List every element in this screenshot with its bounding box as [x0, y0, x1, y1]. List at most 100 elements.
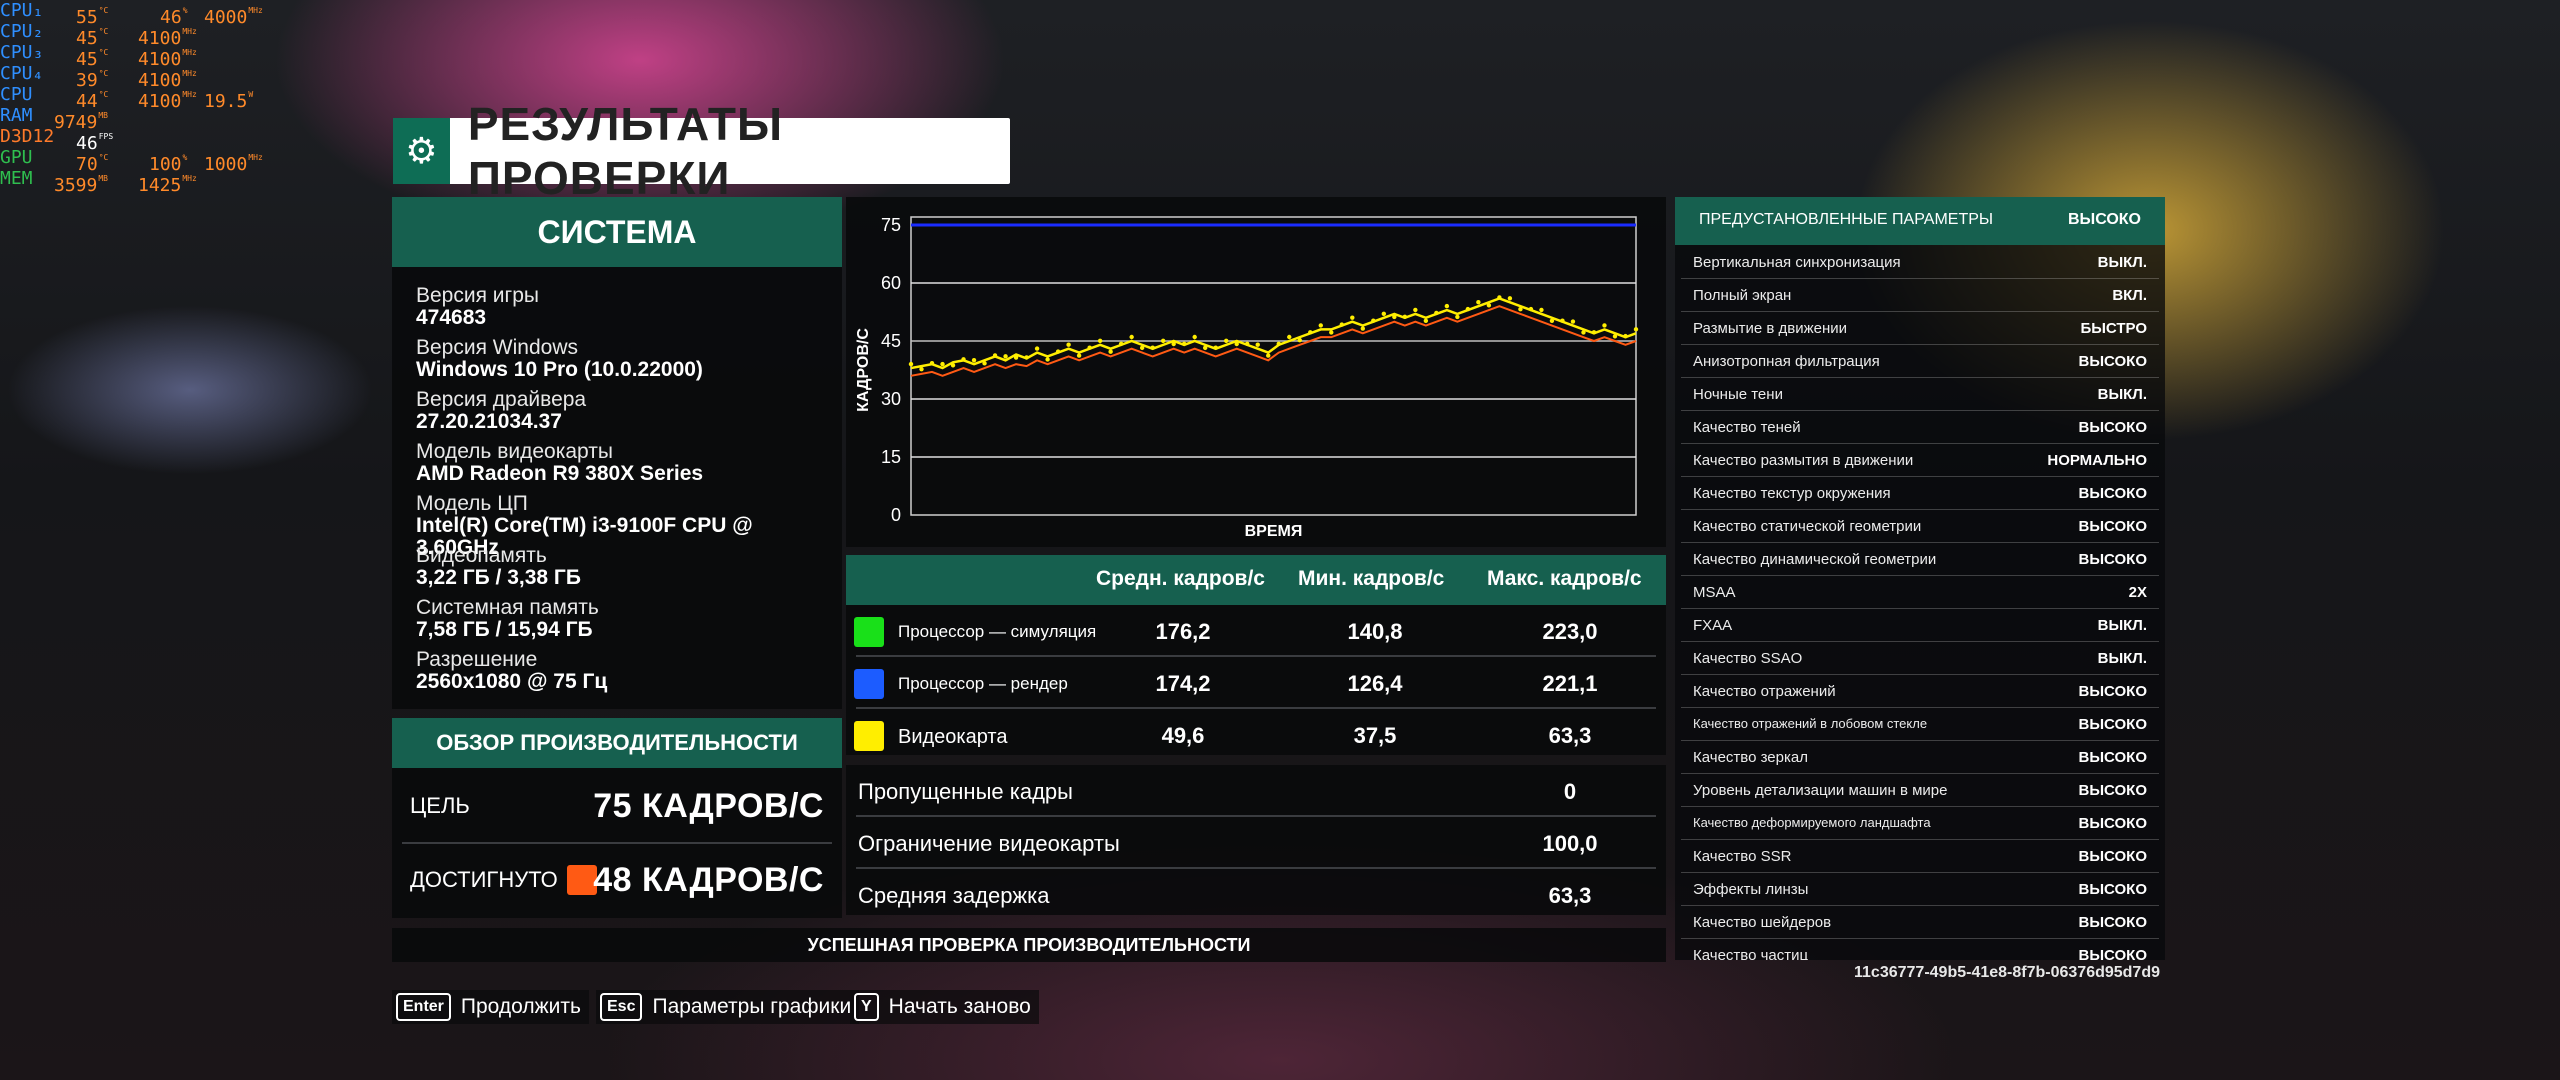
setting-label: Полный экран [1693, 287, 1792, 304]
system-info-value: 3,22 ГБ / 3,38 ГБ [416, 566, 581, 589]
osd-value-text: 70 [76, 154, 98, 175]
stats-min-value: 126,4 [1347, 671, 1403, 696]
settings-row: Качество текстур окружения ВЫСОКО [1681, 476, 2159, 510]
stats-max-value: 221,1 [1542, 671, 1598, 696]
settings-row: Качество отражений ВЫСОКО [1681, 674, 2159, 708]
stats-table-header: Средн. кадров/с Мин. кадров/с Макс. кадр… [846, 555, 1666, 605]
series-point [1528, 306, 1534, 312]
series-point [1139, 345, 1145, 351]
series-point [1087, 345, 1092, 350]
benchmark-success-banner: УСПЕШНАЯ ПРОВЕРКА ПРОИЗВОДИТЕЛЬНОСТИ [392, 928, 1666, 962]
osd-value-text: 55 [76, 7, 98, 28]
stats-max-value: 63,3 [1548, 723, 1592, 748]
series-point [1013, 355, 1019, 360]
setting-value: ВЫСОКО [2078, 683, 2147, 700]
restart-button[interactable]: Y Начать заново [850, 990, 1039, 1024]
osd-value: 4100MHz [138, 63, 197, 91]
series-point [1234, 341, 1239, 347]
settings-row: Качество статической геометрии ВЫСОКО [1681, 509, 2159, 543]
series-point [1623, 333, 1628, 339]
settings-row: Качество деформируемого ландшафта ВЫСОКО [1681, 806, 2159, 840]
series-point [1003, 354, 1008, 359]
system-info-value: 7,58 ГБ / 15,94 ГБ [416, 618, 593, 641]
series-point [1055, 349, 1061, 354]
osd-value: 70°C [76, 147, 108, 175]
stats-row: Процессор — рендер 174,2 126,4 221,1 [846, 657, 1666, 709]
x-axis-label: ВРЕМЯ [1245, 523, 1303, 540]
settings-row: Качество динамической геометрии ВЫСОКО [1681, 542, 2159, 576]
osd-unit: MB [98, 111, 108, 120]
osd-label: RAM [0, 105, 33, 126]
series-color-swatch [854, 721, 884, 751]
series-color-swatch [854, 669, 884, 699]
settings-row: Качество размытия в движении НОРМАЛЬНО [1681, 443, 2159, 477]
settings-row: FXAA ВЫКЛ. [1681, 608, 2159, 642]
osd-unit: MHz [182, 48, 197, 57]
osd-value: 46% [160, 0, 188, 28]
osd-unit: W [248, 90, 254, 99]
setting-label: Качество деформируемого ландшафта [1693, 815, 1931, 830]
osd-value: 44°C [76, 84, 108, 112]
graphics-settings-button[interactable]: Esc Параметры графики [596, 990, 860, 1024]
series-point [1297, 337, 1302, 343]
osd-value-text: 4100 [138, 49, 182, 70]
setting-label: MSAA [1693, 584, 1736, 601]
y-tick-label: 60 [881, 273, 901, 293]
series-point [1612, 334, 1618, 339]
system-info-label: Модель видеокарты [416, 440, 613, 463]
extra-stat-row: Пропущенные кадры 0 [846, 765, 1666, 817]
settings-row: Эффекты линзы ВЫСОКО [1681, 872, 2159, 906]
achieved-value: 48 КАДРОВ/С [593, 860, 824, 899]
series-point [1507, 296, 1513, 301]
osd-value-text: 19.5 [204, 91, 248, 112]
setting-label: Качество статической геометрии [1693, 518, 1922, 535]
series-point [1076, 353, 1082, 358]
series-point [1581, 330, 1586, 335]
series-point [1455, 314, 1460, 320]
system-info-item: Версия драйвера 27.20.21034.37 [416, 389, 818, 441]
osd-value: 3599MB [54, 168, 108, 196]
target-label: ЦЕЛЬ [410, 793, 470, 818]
series-point [1255, 342, 1260, 347]
osd-unit: °C [98, 27, 109, 36]
extra-stats-panel: Пропущенные кадры 0 Ограничение видеокарты… [846, 765, 1666, 915]
series-point [1224, 338, 1229, 344]
system-info-label: Версия игры [416, 284, 539, 307]
system-info-value: Windows 10 Pro (10.0.22000) [416, 358, 703, 381]
osd-unit: MHz [248, 6, 263, 15]
setting-value: ВЫКЛ. [2097, 617, 2147, 634]
osd-value: 1425MHz [138, 168, 197, 196]
setting-label: Качество SSAO [1693, 650, 1803, 667]
osd-value: 46FPS [76, 126, 113, 154]
system-info-item: Версия Windows Windows 10 Pro (10.0.22000… [416, 337, 818, 389]
osd-value-text: 4100 [138, 91, 182, 112]
extra-stat-value: 0 [1563, 779, 1577, 804]
osd-value: 9749MB [54, 105, 108, 133]
settings-row: Размытие в движении БЫСТРО [1681, 311, 2159, 345]
series-point [1549, 318, 1555, 323]
osd-unit: MHz [182, 174, 197, 183]
preset-value: ВЫСОКО [2067, 211, 2141, 228]
setting-value: ВЫСОКО [2078, 815, 2147, 832]
y-tick-label: 0 [891, 505, 901, 525]
osd-unit: MHz [248, 153, 263, 162]
osd-unit: °C [98, 69, 109, 78]
continue-label: Продолжить [460, 995, 581, 1018]
osd-label: D3D12 [0, 126, 55, 147]
series-point [1570, 319, 1576, 324]
extra-stat-label: Пропущенные кадры [858, 779, 1073, 804]
settings-row: Качество теней ВЫСОКО [1681, 410, 2159, 444]
results-title-bar: ⚙ РЕЗУЛЬТАТЫ ПРОВЕРКИ [393, 98, 1010, 204]
osd-value: 100% [149, 147, 187, 175]
setting-label: Ночные тени [1693, 386, 1783, 403]
achieved-label: ДОСТИГНУТО [410, 867, 558, 892]
series-point [1381, 311, 1387, 316]
setting-label: Качество зеркал [1693, 749, 1808, 766]
series-point [1560, 318, 1565, 323]
series-point [1518, 307, 1523, 312]
continue-button[interactable]: Enter Продолжить [392, 990, 589, 1024]
settings-row: Качество SSAO ВЫКЛ. [1681, 641, 2159, 675]
osd-value-text: 4100 [138, 28, 182, 49]
system-info-item: Модель ЦП Intel(R) Core(TM) i3-9100F CPU … [416, 493, 818, 559]
setting-value: НОРМАЛЬНО [2047, 452, 2147, 469]
